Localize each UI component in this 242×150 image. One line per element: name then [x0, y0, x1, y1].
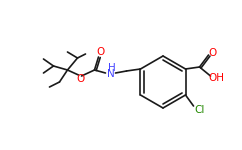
Text: N: N: [107, 69, 114, 79]
Text: H: H: [108, 63, 115, 73]
Text: Cl: Cl: [194, 105, 205, 115]
Text: OH: OH: [209, 73, 225, 83]
Text: O: O: [76, 74, 85, 84]
Text: O: O: [208, 48, 217, 58]
Text: O: O: [96, 47, 105, 57]
